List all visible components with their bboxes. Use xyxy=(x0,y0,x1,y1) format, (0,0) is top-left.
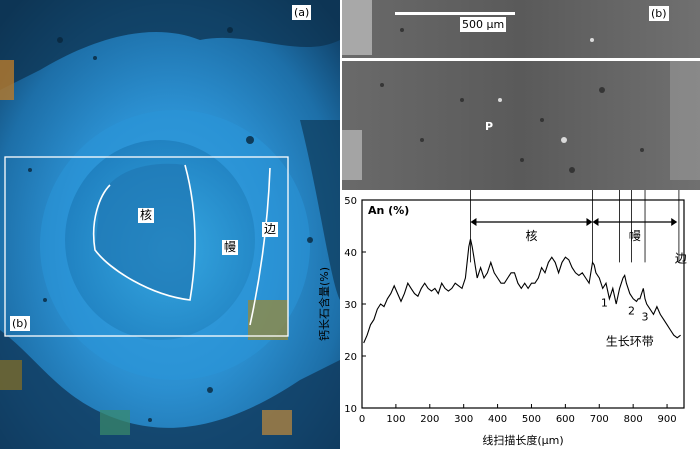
y-tick-label: 30 xyxy=(344,300,357,311)
x-tick-label: 300 xyxy=(454,414,473,425)
y-tick-label: 10 xyxy=(344,404,357,415)
y-tick-label: 40 xyxy=(344,248,357,259)
zone-mantle-label: 幔 xyxy=(222,240,239,255)
y-tick-label: 50 xyxy=(344,196,357,207)
an-content-line xyxy=(363,238,681,344)
point-label: P xyxy=(485,120,494,133)
scan-line xyxy=(342,58,700,61)
x-tick-label: 0 xyxy=(359,414,365,425)
y-axis-label: 钙长石含量(%) xyxy=(317,267,331,341)
zone-rim-label: 边 xyxy=(262,222,279,237)
zone-arrowhead-right-0 xyxy=(586,218,593,226)
panel-a-tag: (a) xyxy=(292,5,312,20)
band-label-2: 2 xyxy=(628,304,635,317)
x-tick-label: 400 xyxy=(488,414,507,425)
chart-title: An (%) xyxy=(368,204,409,217)
band-label-3: 3 xyxy=(642,311,649,324)
growth-band-annotation: 生长环带 xyxy=(606,335,654,349)
panel-b-tag: (b) xyxy=(649,6,669,21)
x-tick-label: 200 xyxy=(420,414,439,425)
panel-a-inset-tag: (b) xyxy=(10,316,30,331)
inset-frame xyxy=(4,156,289,337)
zone-label-1: 幔 xyxy=(629,228,641,243)
bse-image xyxy=(342,0,700,190)
x-tick-label: 700 xyxy=(590,414,609,425)
scale-label: 500 μm xyxy=(460,17,507,32)
x-tick-label: 800 xyxy=(624,414,643,425)
zone-core-label: 核 xyxy=(138,208,155,223)
zone-label-0: 核 xyxy=(525,229,537,243)
chart-svg: 0 100 200 300 400 500 600 700 800 900 10 20 30 40 50 线扫… xyxy=(317,190,687,447)
x-tick-label: 500 xyxy=(522,414,541,425)
micrograph-a: (a) (b) 核 幔 边 xyxy=(0,0,340,449)
zone-arrowhead-left-0 xyxy=(470,218,477,226)
scale-bar xyxy=(395,12,515,15)
line-scan-chart: 0 100 200 300 400 500 600 700 800 900 10 20 30 40 50 线扫… xyxy=(312,190,700,449)
rim-label: 边 xyxy=(675,251,687,265)
zone-arrowhead-right-1 xyxy=(671,218,678,226)
band-label-1: 1 xyxy=(601,297,608,310)
x-axis-label: 线扫描长度(μm) xyxy=(482,433,563,447)
micrograph-a-image xyxy=(0,0,340,449)
x-tick-label: 900 xyxy=(658,414,677,425)
y-tick-label: 20 xyxy=(344,352,357,363)
bse-image-b: 500 μm (b) P xyxy=(342,0,700,190)
x-tick-label: 100 xyxy=(386,414,405,425)
zone-arrowhead-left-1 xyxy=(592,218,599,226)
x-tick-label: 600 xyxy=(556,414,575,425)
